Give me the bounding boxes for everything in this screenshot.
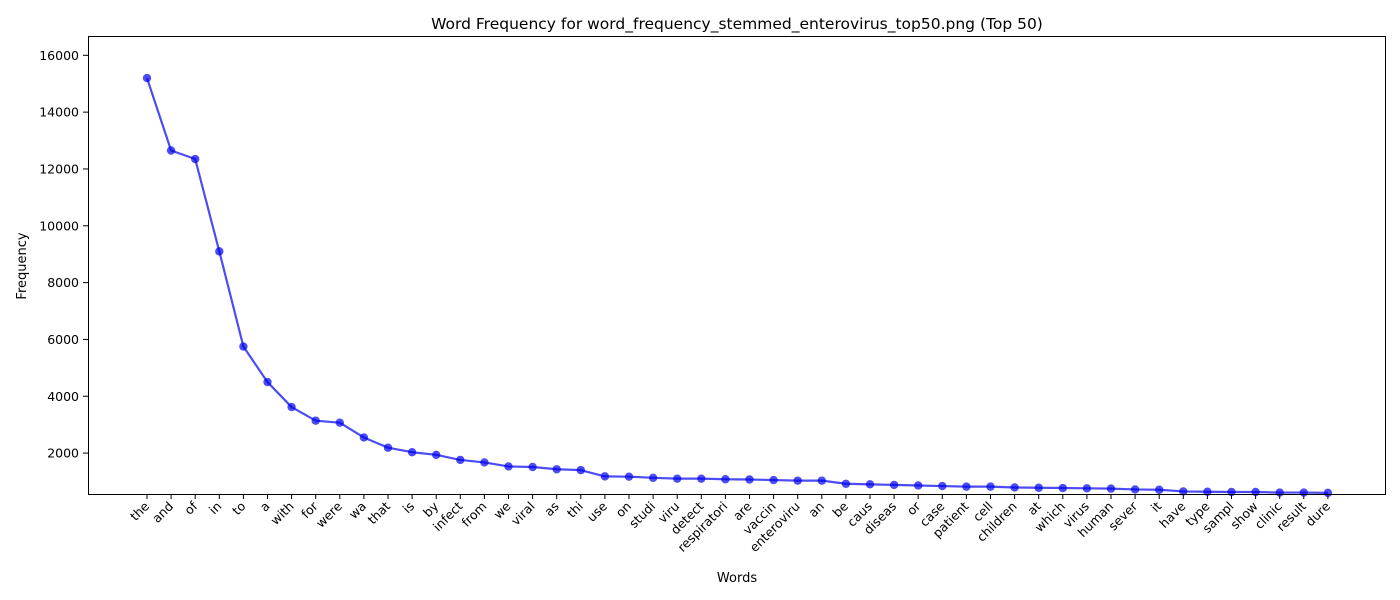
data-point bbox=[142, 73, 152, 83]
x-tick-label: as bbox=[541, 499, 562, 520]
data-point bbox=[456, 455, 465, 465]
data-point bbox=[865, 480, 875, 489]
data-point bbox=[166, 146, 176, 155]
y-tick-label: 14000 bbox=[39, 105, 79, 120]
plot-area: 200040006000800010000120001400016000thea… bbox=[39, 48, 1333, 555]
x-tick-label: have bbox=[1156, 498, 1189, 531]
data-point bbox=[1155, 485, 1164, 494]
data-point bbox=[335, 418, 344, 427]
series-line bbox=[145, 77, 1328, 494]
data-point bbox=[311, 416, 320, 425]
x-axis-label: Words bbox=[717, 571, 757, 586]
y-tick-label: 8000 bbox=[47, 275, 79, 290]
chart-title: Word Frequency for word_frequency_stemme… bbox=[431, 15, 1043, 34]
x-tick-label: in bbox=[206, 499, 225, 518]
data-point bbox=[480, 458, 489, 467]
y-tick-label: 10000 bbox=[39, 218, 79, 233]
data-point bbox=[383, 443, 393, 452]
x-tick-label: it bbox=[1148, 498, 1165, 515]
data-point bbox=[624, 472, 634, 481]
data-point bbox=[287, 402, 296, 412]
data-point bbox=[504, 462, 513, 471]
data-point bbox=[986, 482, 995, 491]
x-tick-label: and bbox=[149, 499, 176, 526]
data-point bbox=[673, 474, 682, 483]
data-point bbox=[432, 450, 441, 459]
x-tick-label: an bbox=[805, 499, 827, 521]
x-tick-label: thi bbox=[564, 499, 586, 521]
data-point bbox=[263, 377, 272, 387]
x-tick-label: a bbox=[257, 499, 273, 515]
data-point bbox=[1106, 484, 1116, 493]
x-tick-label: that bbox=[365, 498, 394, 527]
data-point bbox=[600, 472, 610, 481]
data-point bbox=[1323, 488, 1333, 498]
y-axis-label: Frequency bbox=[15, 232, 30, 299]
data-point bbox=[359, 433, 369, 442]
data-point bbox=[841, 479, 851, 488]
data-point bbox=[1179, 487, 1188, 496]
y-tick-label: 16000 bbox=[39, 48, 79, 63]
data-point bbox=[1203, 487, 1212, 496]
data-point bbox=[1058, 483, 1068, 493]
data-point bbox=[697, 474, 706, 483]
data-point bbox=[552, 465, 561, 474]
x-tick-label: to bbox=[229, 499, 248, 518]
data-point bbox=[1299, 488, 1309, 497]
data-point bbox=[528, 462, 537, 472]
data-point bbox=[721, 475, 730, 484]
data-point bbox=[1130, 485, 1140, 494]
y-tick-label: 2000 bbox=[47, 446, 79, 461]
data-point bbox=[1010, 483, 1019, 492]
plot-frame bbox=[88, 36, 1386, 495]
x-tick-label: sever bbox=[1105, 498, 1141, 534]
data-point bbox=[938, 481, 947, 491]
y-tick-label: 4000 bbox=[47, 389, 79, 404]
data-point bbox=[191, 154, 200, 164]
data-point bbox=[215, 247, 224, 256]
data-point bbox=[914, 481, 923, 490]
data-point bbox=[817, 476, 826, 485]
x-tick-label: from bbox=[458, 499, 489, 530]
data-point bbox=[239, 342, 248, 351]
data-point bbox=[962, 482, 971, 491]
x-tick-label: were bbox=[313, 498, 345, 530]
data-point bbox=[1034, 483, 1043, 492]
x-tick-label: use bbox=[584, 498, 610, 524]
x-tick-label: is bbox=[400, 499, 418, 517]
x-tick-label: show bbox=[1227, 499, 1260, 532]
data-point bbox=[1275, 488, 1284, 497]
data-point bbox=[407, 448, 417, 457]
data-point bbox=[769, 475, 778, 485]
x-tick-label: studi bbox=[626, 499, 658, 531]
data-point bbox=[745, 475, 754, 484]
x-tick-label: the bbox=[127, 498, 152, 523]
x-tick-label: with bbox=[267, 499, 296, 528]
x-tick-label: dure bbox=[1302, 498, 1333, 529]
data-point bbox=[648, 473, 658, 483]
data-point bbox=[1082, 484, 1092, 493]
x-tick-label: of bbox=[181, 498, 201, 518]
y-tick-label: 6000 bbox=[47, 332, 79, 347]
data-point bbox=[889, 480, 899, 490]
x-tick-label: viral bbox=[508, 499, 538, 529]
y-tick-label: 12000 bbox=[39, 161, 79, 176]
data-point bbox=[793, 476, 802, 485]
data-point bbox=[576, 465, 585, 475]
